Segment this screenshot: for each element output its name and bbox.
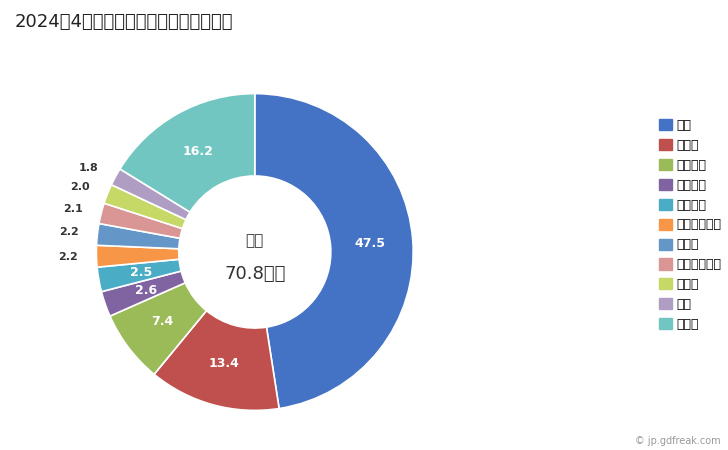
Text: 13.4: 13.4 bbox=[209, 357, 240, 370]
Text: 2.0: 2.0 bbox=[70, 182, 90, 192]
Text: 1.8: 1.8 bbox=[79, 163, 99, 173]
Text: 7.4: 7.4 bbox=[151, 315, 174, 328]
Wedge shape bbox=[97, 224, 180, 249]
Wedge shape bbox=[97, 259, 181, 292]
Text: 総額: 総額 bbox=[245, 234, 264, 248]
Text: 2.2: 2.2 bbox=[58, 252, 77, 262]
Legend: 米国, インド, オランダ, メキシコ, フランス, インドネシア, チェコ, スウェーデン, カナダ, 英国, その他: 米国, インド, オランダ, メキシコ, フランス, インドネシア, チェコ, … bbox=[660, 119, 721, 331]
Text: 2.5: 2.5 bbox=[130, 266, 152, 279]
Text: 2.2: 2.2 bbox=[59, 227, 79, 237]
Text: © jp.gdfreak.com: © jp.gdfreak.com bbox=[635, 436, 721, 446]
Text: 2.1: 2.1 bbox=[63, 204, 83, 214]
Text: 2024年4月の輸出相手国のシェア（％）: 2024年4月の輸出相手国のシェア（％） bbox=[15, 14, 233, 32]
Wedge shape bbox=[255, 94, 414, 409]
Wedge shape bbox=[111, 169, 190, 220]
Wedge shape bbox=[110, 283, 207, 374]
Wedge shape bbox=[96, 245, 179, 267]
Wedge shape bbox=[120, 94, 255, 212]
Wedge shape bbox=[104, 184, 186, 229]
Wedge shape bbox=[101, 271, 185, 316]
Wedge shape bbox=[99, 203, 183, 238]
Text: 70.8億円: 70.8億円 bbox=[224, 265, 285, 283]
Text: 16.2: 16.2 bbox=[183, 144, 214, 158]
Wedge shape bbox=[154, 310, 279, 410]
Text: 47.5: 47.5 bbox=[355, 237, 386, 250]
Text: 2.6: 2.6 bbox=[135, 284, 157, 297]
